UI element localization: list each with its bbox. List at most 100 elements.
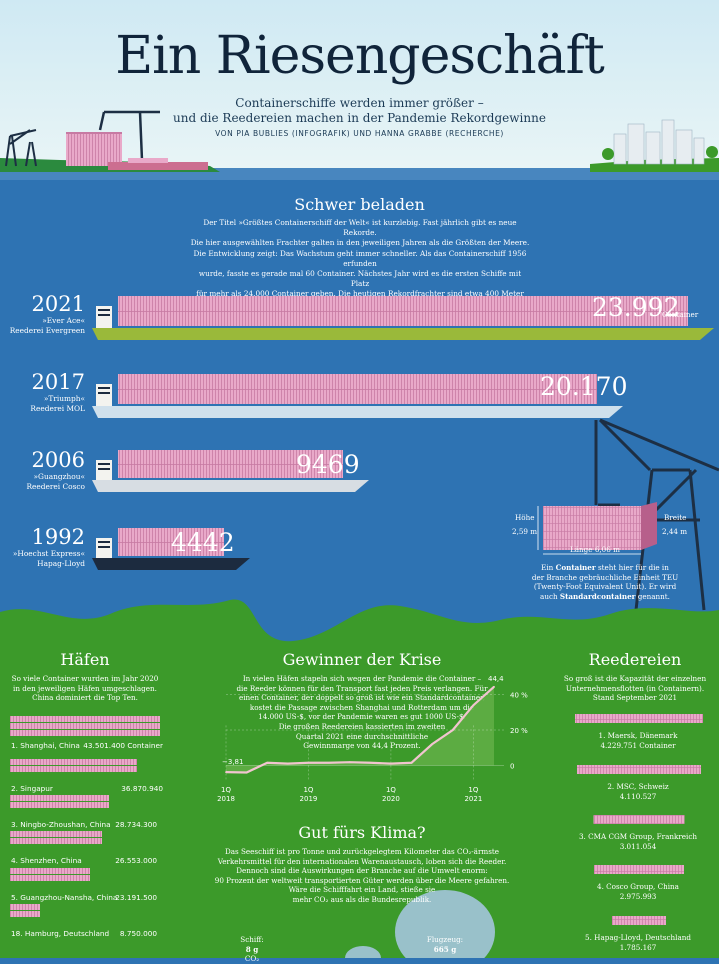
ship-bridge	[96, 538, 112, 562]
ship-bridge	[96, 384, 112, 410]
ports-intro: So viele Container wurden im Jahr 2020 i…	[0, 674, 170, 703]
port-bar	[10, 759, 137, 765]
chart-point	[410, 761, 413, 764]
chart-y-tick: 40 %	[510, 692, 528, 700]
chart-x-tick-year: 2021	[464, 795, 482, 803]
climate-text: Das Seeschiff ist pro Tonne und zurückge…	[200, 847, 524, 905]
ship-bridge-window	[98, 309, 110, 311]
carrier-value: 4.229.751 Container	[600, 741, 676, 750]
ship-label-2017: 2017 »Triumph« Reederei MOL	[0, 370, 85, 414]
intro-line: China dominiert die Top Ten.	[32, 693, 138, 703]
intro-line: So groß ist die Kapazität der einzelnen	[563, 674, 707, 683]
carrier-bar	[575, 714, 703, 723]
chart-end-label: 44,4	[488, 675, 504, 683]
carriers-bars	[575, 714, 703, 925]
ship-co2-label: Schiff:	[240, 935, 264, 944]
subtitle-line: und die Reedereien machen in der Pandemi…	[173, 111, 546, 125]
ship-stack-divider	[118, 311, 688, 312]
ship-bridge	[96, 460, 112, 484]
chart-point	[225, 771, 227, 774]
ship-hull	[92, 480, 369, 492]
ship-year: 2006	[31, 448, 85, 472]
port-bar	[10, 802, 109, 808]
ship-bridge-window	[98, 468, 110, 470]
intro-line: in den jeweiligen Häfen umgeschlagen.	[13, 683, 157, 693]
port-bar	[10, 875, 90, 881]
ship-stack-divider	[118, 389, 597, 390]
byline: VON PIA BUBLIES (INFOGRAFIK) UND HANNA G…	[215, 129, 504, 138]
port-name: 4. Shenzhen, China	[11, 856, 82, 865]
section-heading-ships: Schwer beladen	[294, 195, 425, 214]
ship-year: 2021	[31, 292, 85, 316]
plane-co2-label: Flugzeug:	[426, 935, 464, 944]
port-value: 36.870.940	[121, 784, 163, 793]
climate-line: mehr CO₂ aus als die Bundesrepublik.	[292, 894, 432, 904]
section-heading-crisis: Gewinner der Krise	[282, 650, 442, 669]
port-bar	[10, 868, 90, 874]
section-heading-ports: Häfen	[60, 650, 110, 669]
ship-stack-divider	[118, 464, 343, 465]
intro-line: Die hier ausgewählten Frachter galten in…	[190, 238, 530, 248]
ship-owner: Hapag-Lloyd	[37, 559, 85, 568]
ship-bridge	[96, 306, 112, 332]
port-value: 43.501.400 Container	[83, 741, 163, 750]
port-bar	[10, 766, 137, 772]
crisis-line: Quartal 2021 eine durchschnittliche	[295, 731, 429, 741]
ship-capacity: 23.992	[592, 293, 680, 322]
ship-hull	[92, 328, 714, 340]
carrier-name: 1. Maersk, Dänemark	[598, 731, 678, 740]
ship-owner: Reederei Cosco	[26, 482, 85, 491]
crisis-line: 14.000 US-$, vor der Pandemie waren es g…	[258, 712, 466, 722]
city-buildings-icon	[613, 119, 705, 165]
carrier-value: 1.785.167	[619, 943, 657, 952]
ship-co2-unit: CO₂	[244, 954, 260, 964]
ship-owner: Reederei Evergreen	[9, 326, 85, 335]
ship-2021	[92, 296, 714, 340]
container-length-label: Länge 6,06 m	[570, 545, 620, 554]
port-value: 23.191.500	[115, 893, 157, 902]
chart-series-line	[225, 686, 495, 774]
land-mass	[0, 599, 719, 958]
plane-co2: Flugzeug: 665 g	[425, 935, 465, 954]
ship-bridge-window	[98, 463, 110, 465]
port-value: 8.750.000	[119, 929, 157, 938]
chart-x-tick-quarter: 1Q	[386, 786, 396, 794]
ship-label-2006: 2006 »Guangzhou« Reederei Cosco	[0, 448, 85, 492]
port-name: 2. Singapur	[11, 784, 53, 793]
climate-line: Das Seeschiff ist pro Tonne und zurückge…	[224, 847, 500, 856]
ship-bridge-window	[98, 392, 110, 394]
carrier-entry: 5. Hapag-Lloyd, Deutschland 1.785.167	[573, 933, 703, 953]
port-name: 3. Ningbo-Zhoushan, China	[11, 820, 111, 829]
port-value: 26.553.000	[115, 856, 157, 865]
container-width-value: 2,44 m	[662, 527, 688, 536]
ship-owner: Reederei MOL	[30, 404, 85, 413]
container-width-label: Breite	[664, 513, 687, 522]
port-name: 18. Hamburg, Deutschland	[11, 929, 110, 938]
chart-point	[451, 729, 454, 731]
caption-text: steht hier für die in	[595, 563, 669, 572]
ship-year: 1992	[31, 525, 85, 549]
chart-point	[390, 762, 392, 765]
chart-point	[493, 685, 495, 688]
carrier-entry: 4. Cosco Group, China 2.975.993	[573, 882, 703, 902]
carrier-value: 3.011.054	[619, 842, 657, 851]
ship-name: »Triumph«	[43, 394, 85, 403]
port-name: 1. Shanghai, China	[11, 741, 80, 750]
ship-co2: Schiff: 8 g CO₂	[232, 935, 272, 964]
carrier-value: 2.975.993	[619, 892, 657, 901]
chart-point	[369, 761, 372, 764]
crisis-line: Die großen Reedereien kassierten im zwei…	[278, 721, 446, 731]
carrier-entry: 1. Maersk, Dänemark 4.229.751 Container	[573, 731, 703, 751]
port-bar	[10, 831, 102, 837]
section-heading-carriers: Reedereien	[588, 650, 682, 669]
subtitle-line: Containerschiffe werden immer größer –	[235, 96, 484, 110]
ship-label-1992: 1992 »Hoechst Express« Hapag-Lloyd	[0, 525, 85, 569]
ship-bridge-window	[98, 314, 110, 316]
port-bar	[10, 838, 102, 844]
ship-2006	[92, 450, 369, 492]
port-value: 28.734.300	[115, 820, 157, 829]
caption-bold: Standardcontainer	[559, 591, 636, 601]
crisis-line: Gewinnmarge von 44,4 Prozent.	[303, 741, 421, 751]
ship-1992	[92, 528, 250, 570]
carrier-value: 4.110.527	[619, 792, 657, 801]
